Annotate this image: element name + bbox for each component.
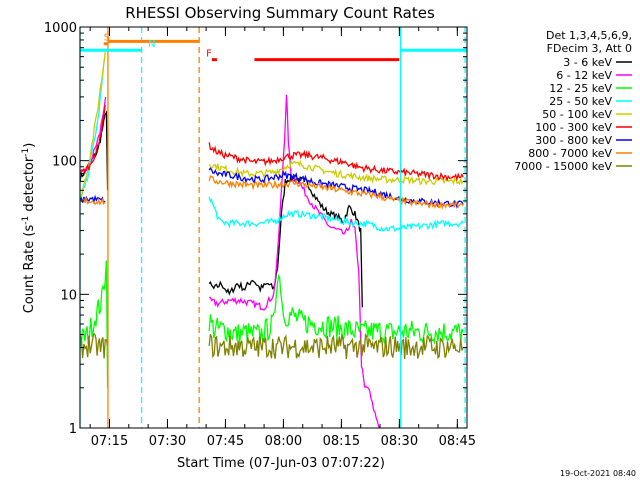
series-line-5-segment-1 (80, 51, 106, 199)
footer-timestamp: 19-Oct-2021 08:40 (560, 469, 636, 478)
legend-label-2: 6 - 12 keV (556, 69, 612, 82)
plot-area: S N F 1 10 100 1000 07:15 07:30 07:45 08:00 08:15 08… (44, 21, 476, 449)
x-axis-label: Start Time (07-Jun-03 07:07:22) (177, 456, 385, 471)
series-line-1-segment-2 (208, 173, 363, 308)
series-line-9-segment-2 (208, 332, 464, 360)
legend-label-4: 25 - 50 keV (549, 95, 612, 108)
y-axis-label-exponent: -1 (21, 216, 31, 225)
flag-label-f: F (206, 49, 212, 60)
series-line-4-segment-1 (80, 56, 106, 201)
y-tick-label-1: 1 (69, 422, 77, 437)
series-line-7-segment-2 (208, 167, 464, 209)
legend-label-3: 12 - 25 keV (549, 82, 612, 95)
flag-label-s: S (104, 33, 110, 44)
legend-label-1: 3 - 6 keV (563, 56, 612, 69)
legend-label-8: 800 - 7000 keV (528, 147, 612, 160)
legend-header-line-2: FDecim 3, Att 0 (547, 42, 632, 55)
legend-label-9: 7000 - 15000 keV (514, 160, 612, 173)
legend-label-5: 50 - 100 keV (542, 108, 612, 121)
x-tick-label-4: 08:00 (265, 434, 302, 449)
x-tick-label-1: 07:15 (91, 434, 128, 449)
y-tick-label-4: 1000 (44, 21, 77, 36)
x-tick-label-5: 08:15 (323, 434, 360, 449)
y-axis-label-suffix: detector (22, 156, 37, 216)
series-line-7-segment-1 (80, 194, 106, 205)
legend-label-7: 300 - 800 keV (535, 134, 612, 147)
series-line-3-segment-1 (80, 260, 109, 388)
series-line-8-segment-2 (208, 175, 464, 211)
series-line-9-segment-1 (80, 333, 109, 359)
series-line-5-segment-2 (208, 159, 464, 186)
x-tick-label-2: 07:30 (149, 434, 186, 449)
legend-label-6: 100 - 300 keV (535, 121, 612, 134)
series-line-4-segment-2 (208, 196, 464, 232)
y-axis-label-close: ) (22, 143, 37, 148)
series-line-8-segment-1 (80, 197, 106, 206)
x-tick-label-6: 08:30 (381, 434, 418, 449)
chart-title: RHESSI Observing Summary Count Rates (125, 4, 435, 22)
plot-frame (79, 26, 468, 429)
series-line-6-segment-2 (208, 142, 464, 183)
x-tick-label-7: 08:45 (439, 434, 476, 449)
x-tick-label-3: 07:45 (207, 434, 244, 449)
y-axis-label-prefix: Count Rate (s (22, 225, 37, 314)
y-axis-label: Count Rate (s-1 detector-1) (21, 143, 37, 314)
y-tick-label-3: 100 (52, 155, 77, 170)
flag-label-n: N (148, 39, 155, 50)
legend-header-line-1: Det 1,3,4,5,6,9, (546, 29, 632, 42)
series-line-6-segment-1 (80, 105, 106, 175)
y-axis-label-exponent-2: -1 (21, 148, 31, 157)
y-tick-label-2: 10 (60, 288, 77, 303)
data-layer (80, 51, 464, 428)
legend: Det 1,3,4,5,6,9, FDecim 3, Att 0 3 - 6 k… (514, 29, 632, 173)
